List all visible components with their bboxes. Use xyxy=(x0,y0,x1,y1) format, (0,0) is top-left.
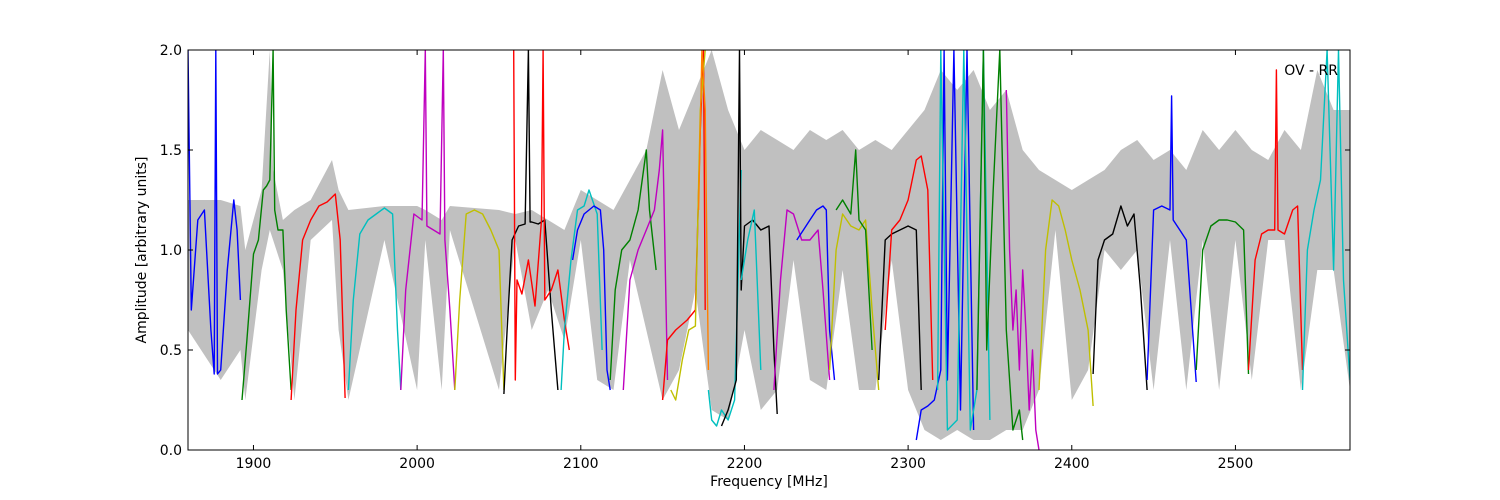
x-tick-label: 2500 xyxy=(1218,456,1254,472)
series-line-1 xyxy=(241,50,292,401)
series-line-29 xyxy=(1092,205,1148,391)
x-tick-label: 2000 xyxy=(399,456,435,472)
series-line-30 xyxy=(1146,95,1197,383)
series-line-0 xyxy=(188,50,242,375)
series-line-20 xyxy=(828,213,880,391)
series-line-31 xyxy=(1195,219,1250,375)
series-line-23 xyxy=(884,155,934,381)
x-axis-label: Frequency [MHz] xyxy=(710,474,828,490)
series-line-17 xyxy=(740,209,762,371)
x-tick-label: 2100 xyxy=(563,456,599,472)
series-line-27 xyxy=(1005,89,1040,450)
y-tick-label: 0.0 xyxy=(160,443,182,459)
series-line-24 xyxy=(915,50,975,441)
series-line-7 xyxy=(513,50,570,381)
series-line-10 xyxy=(609,149,657,381)
series-line-33 xyxy=(1301,50,1350,391)
series-line-26 xyxy=(976,50,1024,441)
y-axis-label: Amplitude [arbitrary units] xyxy=(134,157,150,344)
series-line-21 xyxy=(835,149,873,351)
series-line-5 xyxy=(454,209,505,391)
series-line-6 xyxy=(503,50,559,395)
series-line-14 xyxy=(697,50,710,371)
y-tick-label: 0.5 xyxy=(160,343,182,359)
series-line-11 xyxy=(622,129,669,391)
plot-annotation: OV - RR xyxy=(1284,63,1338,79)
series-line-32 xyxy=(1247,69,1304,371)
series-line-19 xyxy=(796,205,836,381)
y-tick-label: 1.0 xyxy=(160,243,182,259)
y-tick-label: 1.5 xyxy=(160,143,182,159)
series-line-18 xyxy=(773,209,831,391)
x-tick-label: 2200 xyxy=(727,456,763,472)
x-tick-label: 2300 xyxy=(890,456,926,472)
x-tick-label: 1900 xyxy=(236,456,272,472)
series-line-2 xyxy=(290,193,346,401)
series-line-8 xyxy=(560,189,603,391)
background-envelope xyxy=(188,50,1350,440)
x-tick-label: 2400 xyxy=(1054,456,1090,472)
series-line-15 xyxy=(707,169,742,427)
series-line-16 xyxy=(720,50,778,427)
series-line-9 xyxy=(571,205,611,391)
tick-layer: 1900 2000 2100 2200 2300 2400 2500 0.0 0.5 1.0 1.5… xyxy=(160,43,1350,472)
series-line-4 xyxy=(400,50,456,391)
series-line-22 xyxy=(878,225,922,391)
series-line-28 xyxy=(1038,199,1094,407)
y-tick-label: 2.0 xyxy=(160,43,182,59)
series-line-3 xyxy=(347,207,402,391)
series-layer xyxy=(188,50,1350,450)
background-envelope-layer xyxy=(188,50,1350,440)
